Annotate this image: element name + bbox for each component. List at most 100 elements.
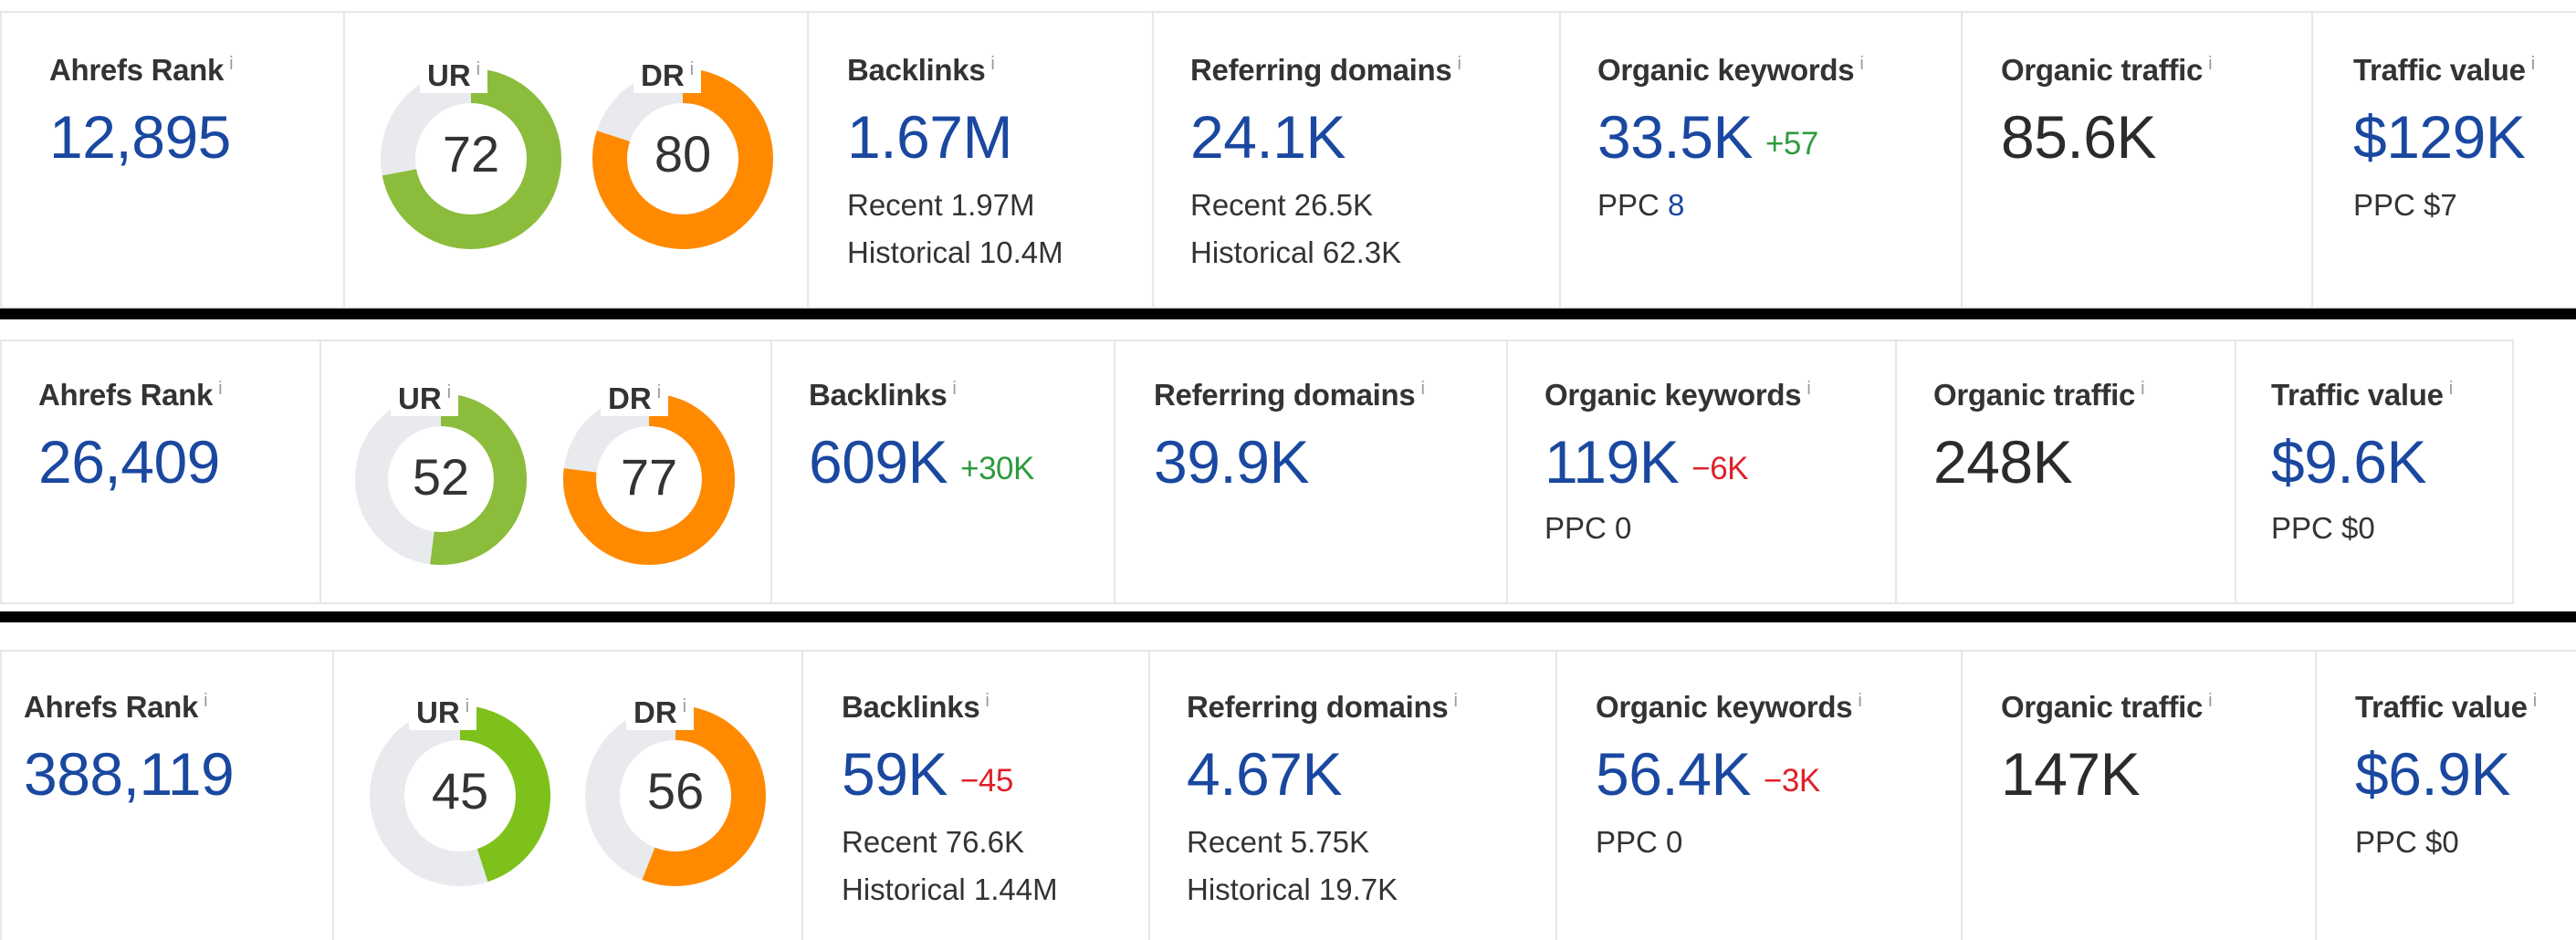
dr-gauge[interactable]: DR i 77 bbox=[562, 381, 736, 566]
traffic-value-cell: Traffic value i $9.6K PPC $0 bbox=[2235, 339, 2514, 604]
ahrefs-rank-value[interactable]: 26,409 bbox=[38, 428, 220, 496]
referring-domains-historical: Historical 62.3K bbox=[1190, 235, 1402, 269]
info-icon[interactable]: i bbox=[990, 54, 995, 74]
info-icon[interactable]: i bbox=[465, 696, 470, 716]
info-icon[interactable]: i bbox=[1806, 379, 1811, 399]
backlinks-cell: Backlinks i 1.67M Recent 1.97M Historical… bbox=[807, 11, 1152, 308]
metrics-panel-1: Ahrefs Rank i 12,895 UR i 72 DR i 80 Backli… bbox=[0, 11, 2576, 308]
info-icon[interactable]: i bbox=[446, 382, 452, 402]
info-icon[interactable]: i bbox=[682, 696, 687, 716]
traffic-value-label: Traffic value bbox=[2355, 690, 2528, 724]
ahrefs-rank-cell: Ahrefs Rank i 388,119 bbox=[0, 650, 332, 940]
info-icon[interactable]: i bbox=[985, 691, 990, 711]
backlinks-value[interactable]: 59K −45 bbox=[842, 740, 1013, 808]
ahrefs-rank-label: Ahrefs Rank bbox=[24, 690, 199, 724]
organic-keywords-label: Organic keywords bbox=[1597, 53, 1855, 87]
ur-gauge[interactable]: UR i 72 bbox=[380, 58, 562, 250]
ahrefs-rank-value[interactable]: 12,895 bbox=[49, 103, 231, 171]
info-icon[interactable]: i bbox=[689, 59, 695, 79]
dr-value: 80 bbox=[654, 125, 712, 183]
backlinks-label: Backlinks bbox=[842, 690, 980, 724]
organic-keywords-value[interactable]: 33.5K +57 bbox=[1597, 103, 1818, 171]
referring-domains-cell: Referring domains i 24.1K Recent 26.5K Hi… bbox=[1152, 11, 1559, 308]
traffic-value-ppc: PPC $0 bbox=[2355, 825, 2459, 859]
dr-gauge[interactable]: DR i 56 bbox=[584, 695, 767, 887]
organic-traffic-cell: Organic traffic i 85.6K bbox=[1961, 11, 2311, 308]
organic-traffic-label: Organic traffic bbox=[2001, 690, 2204, 724]
backlinks-delta: +30K bbox=[960, 451, 1034, 486]
organic-keywords-delta: −6K bbox=[1691, 451, 1748, 486]
traffic-value-value[interactable]: $6.9K bbox=[2355, 740, 2510, 808]
referring-domains-value[interactable]: 24.1K bbox=[1190, 103, 1346, 171]
ahrefs-rank-value[interactable]: 388,119 bbox=[24, 740, 235, 808]
ur-label: UR i bbox=[391, 381, 459, 416]
ur-label: UR i bbox=[409, 695, 477, 730]
organic-traffic-label: Organic traffic bbox=[2001, 53, 2204, 87]
dr-value: 77 bbox=[620, 448, 678, 506]
traffic-value-value[interactable]: $129K bbox=[2353, 103, 2526, 171]
info-icon[interactable]: i bbox=[656, 382, 662, 402]
info-icon[interactable]: i bbox=[2208, 691, 2213, 711]
organic-keywords-ppc: PPC 0 bbox=[1596, 825, 1683, 859]
info-icon[interactable]: i bbox=[229, 54, 234, 74]
backlinks-value[interactable]: 1.67M bbox=[847, 103, 1012, 171]
info-icon[interactable]: i bbox=[1453, 691, 1458, 711]
info-icon[interactable]: i bbox=[218, 379, 223, 399]
referring-domains-cell: Referring domains i 4.67K Recent 5.75K Hi… bbox=[1148, 650, 1555, 940]
referring-domains-recent: Recent 5.75K bbox=[1187, 825, 1369, 859]
backlinks-historical: Historical 1.44M bbox=[842, 872, 1058, 906]
dr-label: DR i bbox=[634, 58, 702, 93]
ppc-link[interactable]: 8 bbox=[1668, 188, 1685, 222]
traffic-value-cell: Traffic value i $6.9K PPC $0 bbox=[2315, 650, 2576, 940]
info-icon[interactable]: i bbox=[204, 691, 208, 711]
info-icon[interactable]: i bbox=[1859, 54, 1864, 74]
organic-keywords-cell: Organic keywords i 33.5K +57 PPC 8 bbox=[1559, 11, 1961, 308]
referring-domains-label: Referring domains bbox=[1154, 378, 1416, 412]
ur-value: 45 bbox=[431, 762, 489, 820]
referring-domains-label: Referring domains bbox=[1187, 690, 1449, 724]
organic-traffic-cell: Organic traffic i 147K bbox=[1961, 650, 2315, 940]
info-icon[interactable]: i bbox=[2208, 54, 2213, 74]
referring-domains-cell: Referring domains i 39.9K bbox=[1114, 339, 1506, 604]
backlinks-value[interactable]: 609K +30K bbox=[809, 428, 1034, 496]
info-icon[interactable]: i bbox=[2141, 379, 2145, 399]
backlinks-historical: Historical 10.4M bbox=[847, 235, 1063, 269]
info-icon[interactable]: i bbox=[1457, 54, 1461, 74]
backlinks-cell: Backlinks i 609K +30K bbox=[770, 339, 1114, 604]
separator-bar bbox=[0, 308, 2576, 319]
traffic-value-ppc: PPC $7 bbox=[2353, 188, 2457, 222]
organic-traffic-value: 248K bbox=[1933, 428, 2073, 496]
dr-value: 56 bbox=[646, 762, 705, 820]
ahrefs-rank-label: Ahrefs Rank bbox=[49, 53, 225, 87]
traffic-value-value[interactable]: $9.6K bbox=[2271, 428, 2426, 496]
rating-cell: UR i 72 DR i 80 bbox=[343, 11, 807, 308]
separator-bar bbox=[0, 611, 2576, 622]
organic-keywords-value[interactable]: 119K −6K bbox=[1545, 428, 1748, 496]
ur-gauge[interactable]: UR i 45 bbox=[369, 695, 551, 887]
organic-keywords-value[interactable]: 56.4K −3K bbox=[1596, 740, 1820, 808]
referring-domains-historical: Historical 19.7K bbox=[1187, 872, 1398, 906]
info-icon[interactable]: i bbox=[2530, 54, 2535, 74]
organic-keywords-delta: −3K bbox=[1763, 763, 1820, 799]
referring-domains-value[interactable]: 4.67K bbox=[1187, 740, 1342, 808]
organic-traffic-label: Organic traffic bbox=[1933, 378, 2136, 412]
ur-gauge[interactable]: UR i 52 bbox=[354, 381, 528, 566]
info-icon[interactable]: i bbox=[952, 379, 957, 399]
info-icon[interactable]: i bbox=[2448, 379, 2453, 399]
backlinks-cell: Backlinks i 59K −45 Recent 76.6K Historica… bbox=[801, 650, 1148, 940]
organic-traffic-cell: Organic traffic i 248K bbox=[1895, 339, 2235, 604]
traffic-value-label: Traffic value bbox=[2271, 378, 2444, 412]
backlinks-recent: Recent 1.97M bbox=[847, 188, 1035, 222]
info-icon[interactable]: i bbox=[476, 59, 481, 79]
organic-keywords-cell: Organic keywords i 56.4K −3K PPC 0 bbox=[1555, 650, 1961, 940]
referring-domains-value[interactable]: 39.9K bbox=[1154, 428, 1309, 496]
dr-label: DR i bbox=[601, 381, 669, 416]
info-icon[interactable]: i bbox=[1858, 691, 1862, 711]
dr-gauge[interactable]: DR i 80 bbox=[592, 58, 774, 250]
backlinks-label: Backlinks bbox=[847, 53, 986, 87]
info-icon[interactable]: i bbox=[2532, 691, 2537, 711]
dr-label: DR i bbox=[626, 695, 695, 730]
backlinks-delta: −45 bbox=[959, 763, 1013, 799]
info-icon[interactable]: i bbox=[1420, 379, 1425, 399]
